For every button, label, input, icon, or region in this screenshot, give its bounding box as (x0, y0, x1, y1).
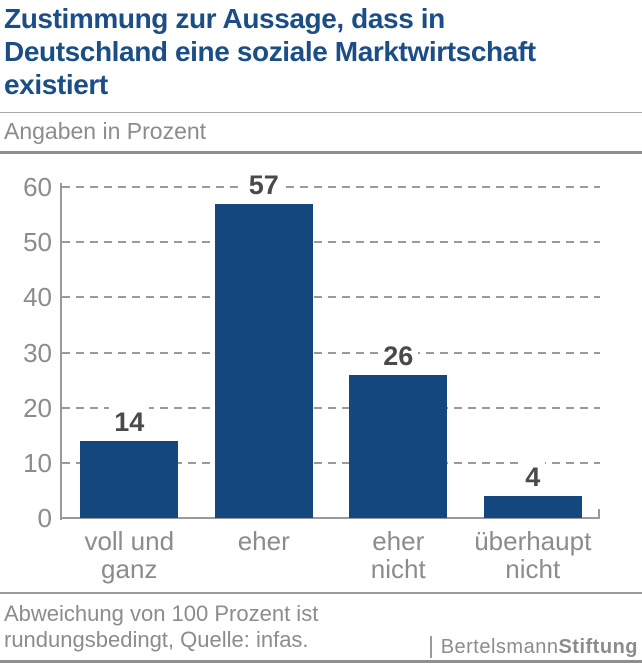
bottom-border-line (0, 660, 642, 663)
title-line: Zustimmung zur Aussage, dass in (4, 3, 445, 34)
category-label-überhaupt-nicht: überhaupt nicht (454, 527, 613, 583)
gridline-20 (62, 406, 600, 409)
category-label-line: überhaupt (474, 526, 592, 556)
category-label-voll-und-ganz: voll und ganz (50, 527, 209, 583)
gridline-30 (62, 351, 600, 354)
category-label-eher: eher (185, 527, 344, 555)
bar-value: 14 (109, 406, 150, 437)
bar-value: 57 (243, 169, 284, 200)
y-axis (60, 183, 62, 520)
category-label-eher-nicht: eher nicht (319, 527, 478, 583)
gridline-40 (62, 296, 600, 299)
bar-value-label: 4 (466, 461, 601, 492)
category-label-line: ganz (101, 554, 158, 584)
gridline-50 (62, 241, 600, 244)
y-axis-label-0: 0 (37, 503, 52, 533)
bar-überhaupt-nicht (483, 495, 582, 518)
page-title: Zustimmung zur Aussage, dass in Deutschl… (4, 2, 638, 101)
bar-value-label: 14 (62, 406, 197, 437)
category-label-line: voll und (84, 526, 175, 556)
category-label-line: eher (372, 526, 425, 556)
subtitle-divider (0, 151, 642, 154)
source-note-line: Abweichung von 100 Prozent ist (4, 601, 319, 626)
logo-text-regular: Bertelsmann (440, 635, 559, 658)
bar-value-label: 57 (197, 169, 332, 200)
bertelsmann-stiftung-logo: Bertelsmann Stiftung (429, 635, 638, 659)
logo-separator-bar (429, 636, 432, 658)
title-line: existiert (4, 69, 108, 100)
y-axis-label-40: 40 (23, 282, 52, 313)
y-axis-label-50: 50 (23, 227, 52, 258)
bar-value-label: 26 (331, 340, 466, 371)
gridline-10 (62, 461, 600, 464)
footer-divider (0, 592, 642, 594)
gridline-60 (62, 186, 600, 188)
bar-eher (214, 203, 313, 518)
y-axis-label-60: 60 (23, 172, 52, 202)
category-label-line: nicht (505, 554, 561, 584)
bar-value: 4 (520, 461, 546, 492)
y-axis-label-30: 30 (23, 337, 52, 368)
bar-value: 26 (378, 340, 419, 371)
x-axis (60, 517, 600, 519)
y-axis-label-10: 10 (23, 447, 52, 478)
bar-voll-und-ganz (80, 440, 179, 518)
y-axis-label-20: 20 (23, 392, 52, 423)
source-note: Abweichung von 100 Prozent ist rundungsb… (4, 601, 318, 653)
logo-text-bold: Stiftung (558, 635, 638, 658)
category-label-line: nicht (370, 554, 426, 584)
title-line: Deutschland eine soziale Marktwirtschaft (4, 36, 536, 67)
x-axis-end-tick (598, 509, 600, 518)
chart-subtitle: Angaben in Prozent (4, 118, 207, 144)
source-note-line: rundungsbedingt, Quelle: infas. (4, 627, 309, 652)
bar-eher-nicht (349, 374, 448, 518)
title-divider (0, 112, 642, 113)
category-label-line: eher (237, 526, 290, 556)
